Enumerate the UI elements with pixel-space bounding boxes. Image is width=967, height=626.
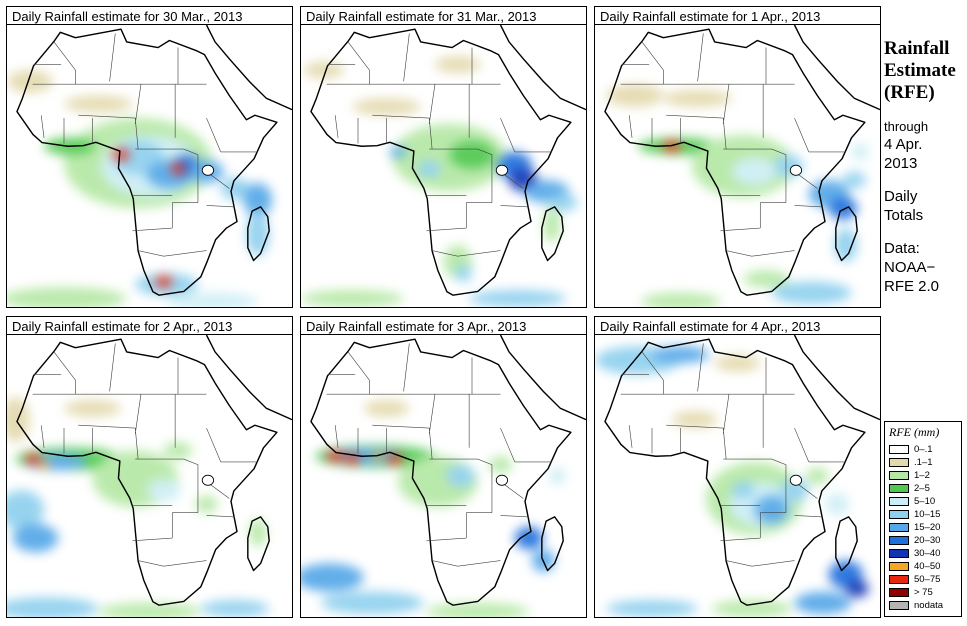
totals-label: Daily [884,188,918,205]
legend-item: 15–20 [889,521,957,534]
legend-label: .1–1 [914,457,933,468]
legend-label: 5–10 [914,496,936,507]
legend-swatch [889,549,909,558]
through-label: through [884,119,929,134]
sidebar-title-line: Estimate [884,60,956,81]
legend-rows: 0–.1 .1–1 1–2 2–5 5–10 10–15 15–20 20–30 30–40 40… [889,443,957,612]
legend-item: 40–50 [889,560,957,573]
africa-map [300,334,587,618]
legend-swatch [889,458,909,467]
totals-label: Totals [884,207,924,224]
africa-map [6,334,293,618]
legend-label: > 75 [914,587,933,598]
legend-item: 5–10 [889,495,957,508]
sidebar-title-line: (RFE) [884,82,935,103]
legend-item: > 75 [889,586,957,599]
legend-title: RFE (mm) [889,425,940,439]
map-panel-30mar: Daily Rainfall estimate for 30 Mar., 201… [6,6,293,308]
rainfall-layer [7,70,273,307]
map-panel-3apr: Daily Rainfall estimate for 3 Apr., 2013 [300,316,587,618]
map-panel-1apr: Daily Rainfall estimate for 1 Apr., 2013 [594,6,881,308]
rainfall-layer [301,399,567,617]
panel-title: Daily Rainfall estimate for 3 Apr., 2013 [300,316,587,335]
legend-item: 2–5 [889,482,957,495]
legend-label: 10–15 [914,509,941,520]
info-sidebar: Rainfall Estimate (RFE) through 4 Apr. 2… [884,38,964,296]
legend-label: nodata [914,600,944,611]
panel-title: Daily Rainfall estimate for 4 Apr., 2013 [594,316,881,335]
legend-item: nodata [889,599,957,612]
africa-map [6,24,293,308]
data-source: RFE 2.0 [884,278,940,295]
sidebar-title-line: Rainfall [884,38,950,59]
panel-title: Daily Rainfall estimate for 1 Apr., 2013 [594,6,881,25]
legend-item: 1–2 [889,469,957,482]
map-panel-31mar: Daily Rainfall estimate for 31 Mar., 201… [300,6,587,308]
map-panel-4apr: Daily Rainfall estimate for 4 Apr., 2013 [594,316,881,618]
data-label: Data: [884,240,920,257]
legend-swatch [889,445,909,454]
legend-item: 30–40 [889,547,957,560]
panel-title: Daily Rainfall estimate for 30 Mar., 201… [6,6,293,25]
legend-swatch [889,562,909,571]
legend-swatch [889,471,909,480]
panel-title: Daily Rainfall estimate for 31 Mar., 201… [300,6,587,25]
rainfall-layer [7,397,270,617]
legend-item: 20–30 [889,534,957,547]
africa-map [300,24,587,308]
data-source: NOAA− [884,259,936,276]
panel-title: Daily Rainfall estimate for 2 Apr., 2013 [6,316,293,335]
legend-swatch [889,601,909,610]
legend-label: 2–5 [914,483,930,494]
legend-item: 0–.1 [889,443,957,456]
through-date: 2013 [884,155,918,172]
legend-swatch [889,575,909,584]
through-date: 4 Apr. [884,136,923,153]
rainfall-layer [595,346,869,617]
legend-label: 1–2 [914,470,930,481]
legend-swatch [889,484,909,493]
legend-item: .1–1 [889,456,957,469]
legend-swatch [889,536,909,545]
africa-map [594,334,881,618]
legend-swatch [889,497,909,506]
legend-item: 50–75 [889,573,957,586]
map-panel-grid: Daily Rainfall estimate for 30 Mar., 201… [6,6,881,618]
legend-item: 10–15 [889,508,957,521]
legend-label: 15–20 [914,522,941,533]
legend: RFE (mm) 0–.1 .1–1 1–2 2–5 5–10 10–15 15–20 20–… [884,421,962,617]
legend-label: 20–30 [914,535,941,546]
legend-swatch [889,510,909,519]
rainfall-layer [301,56,578,307]
legend-label: 40–50 [914,561,941,572]
legend-swatch [889,523,909,532]
map-panel-2apr: Daily Rainfall estimate for 2 Apr., 2013 [6,316,293,618]
legend-label: 0–.1 [914,444,933,455]
africa-map [594,24,881,308]
legend-label: 30–40 [914,548,941,559]
legend-label: 50–75 [914,574,941,585]
legend-swatch [889,588,909,597]
